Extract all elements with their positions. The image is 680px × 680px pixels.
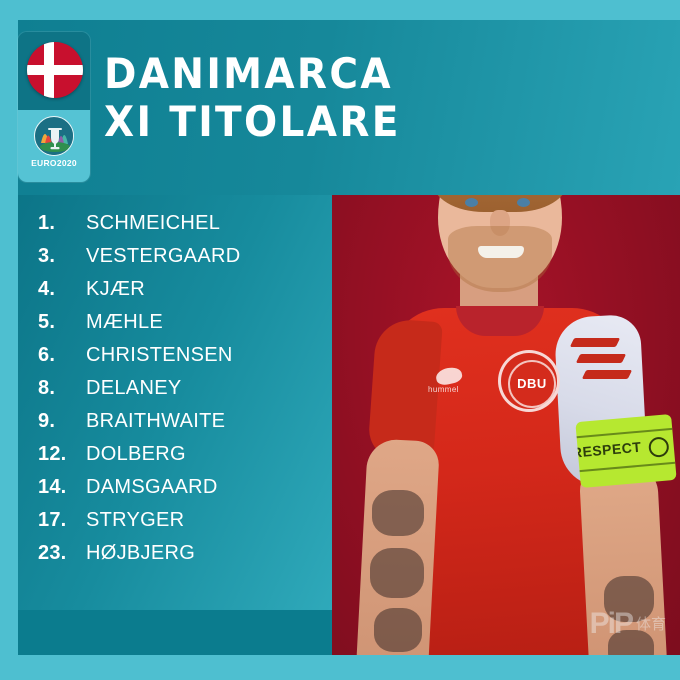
list-item[interactable]: 4. KJÆR xyxy=(18,278,332,311)
player-name: STRYGER xyxy=(86,509,185,531)
hummel-chevron-icon xyxy=(575,354,627,363)
list-item[interactable]: 1. SCHMEICHEL xyxy=(18,212,332,245)
list-item[interactable]: 8. DELANEY xyxy=(18,377,332,410)
badge-box: EURO2020 xyxy=(18,32,90,182)
tattoo-mark xyxy=(608,630,654,655)
lineup-list-footer-block xyxy=(18,610,332,655)
player-number: 23. xyxy=(38,542,67,564)
armband-stripe-bottom xyxy=(579,461,676,473)
tattoo-mark xyxy=(374,608,422,652)
hummel-wordmark: hummel xyxy=(428,385,459,394)
title-line-subtitle: XI TITOLARE xyxy=(104,97,401,146)
flag-cross-horizontal xyxy=(27,65,83,75)
player-eye-left xyxy=(465,198,478,207)
title-block: DANIMARCA XI TITOLARE xyxy=(104,50,504,146)
player-name: BRAITHWAITE xyxy=(86,410,226,432)
lineup-list-panel: 1. SCHMEICHEL 3. VESTERGAARD 4. KJÆR 5. … xyxy=(18,195,332,610)
dbu-crest-text: DBU xyxy=(517,376,547,391)
player-name: CHRISTENSEN xyxy=(86,344,233,366)
euro-2020-disc xyxy=(34,116,74,156)
player-name: DOLBERG xyxy=(86,443,186,465)
player-arm-right xyxy=(578,462,668,655)
tattoo-mark xyxy=(604,576,654,622)
title-line-country: DANIMARCA xyxy=(104,49,393,98)
euro-2020-trophy-art xyxy=(36,118,73,155)
uefa-respect-icon xyxy=(647,436,670,458)
jersey-collar xyxy=(456,306,544,336)
list-item[interactable]: 6. CHRISTENSEN xyxy=(18,344,332,377)
player-name: DAMSGAARD xyxy=(86,476,218,498)
list-item[interactable]: 5. MÆHLE xyxy=(18,311,332,344)
player-number: 6. xyxy=(38,344,56,366)
captain-armband: RESPECT xyxy=(575,413,677,489)
hummel-brand-mark: hummel xyxy=(428,365,480,396)
player-photo-panel: DBU hummel RESPECT PiP 体育 xyxy=(332,195,680,655)
player-name: DELANEY xyxy=(86,377,182,399)
lineup-list: 1. SCHMEICHEL 3. VESTERGAARD 4. KJÆR 5. … xyxy=(18,212,332,575)
player-number: 3. xyxy=(38,245,56,267)
euro-2020-logo-icon: EURO2020 xyxy=(30,116,78,174)
player-number: 17. xyxy=(38,509,67,531)
player-number: 4. xyxy=(38,278,56,300)
player-nose xyxy=(490,210,510,236)
player-name: HØJBJERG xyxy=(86,542,196,564)
denmark-flag-icon xyxy=(27,42,83,98)
player-mouth xyxy=(478,246,524,258)
list-item[interactable]: 23. HØJBJERG xyxy=(18,542,332,575)
player-number: 1. xyxy=(38,212,56,234)
hummel-chevron-icon xyxy=(581,370,633,379)
player-number: 9. xyxy=(38,410,56,432)
player-number: 12. xyxy=(38,443,67,465)
list-item[interactable]: 3. VESTERGAARD xyxy=(18,245,332,278)
player-figure: DBU hummel RESPECT xyxy=(332,195,680,655)
list-item[interactable]: 12. DOLBERG xyxy=(18,443,332,476)
list-item[interactable]: 17. STRYGER xyxy=(18,509,332,542)
list-item[interactable]: 9. BRAITHWAITE xyxy=(18,410,332,443)
player-name: VESTERGAARD xyxy=(86,245,241,267)
player-name: SCHMEICHEL xyxy=(86,212,221,234)
dbu-crest-icon: DBU xyxy=(498,350,560,412)
header-panel: EURO2020 DANIMARCA XI TITOLARE xyxy=(18,20,680,195)
player-number: 8. xyxy=(38,377,56,399)
list-item[interactable]: 14. DAMSGAARD xyxy=(18,476,332,509)
player-beard xyxy=(448,226,552,292)
tattoo-mark xyxy=(372,490,424,536)
tattoo-mark xyxy=(370,548,424,598)
player-eye-right xyxy=(517,198,530,207)
armband-respect-text: RESPECT xyxy=(575,438,643,461)
player-number: 5. xyxy=(38,311,56,333)
hummel-chevron-icon xyxy=(569,338,621,347)
player-number: 14. xyxy=(38,476,67,498)
euro-2020-label: EURO2020 xyxy=(31,158,77,168)
hummel-bee-icon xyxy=(434,365,464,387)
player-name: KJÆR xyxy=(86,278,145,300)
player-name: MÆHLE xyxy=(86,311,164,333)
flag-cross-vertical xyxy=(44,42,54,98)
